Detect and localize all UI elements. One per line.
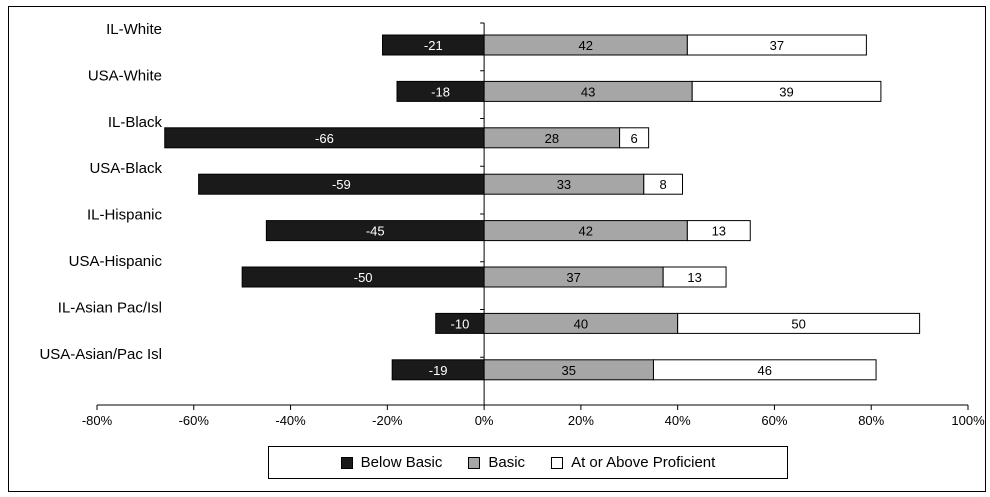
x-tick-label: 40% <box>665 413 691 428</box>
bar-proficient <box>652 359 877 381</box>
data-label-basic: 42 <box>578 224 592 239</box>
bar-proficient <box>677 312 921 334</box>
data-label-below-basic: -59 <box>332 177 351 192</box>
data-label-below-basic: -10 <box>451 316 470 331</box>
bar-proficient <box>686 220 751 242</box>
bar-proficient <box>662 266 727 288</box>
x-tick-label: 80% <box>858 413 884 428</box>
x-tick-label: 0% <box>475 413 494 428</box>
x-tick-label: -40% <box>275 413 306 428</box>
legend-item-below-basic: Below Basic <box>340 454 443 471</box>
data-label-below-basic: -19 <box>429 363 448 378</box>
bar-proficient <box>691 80 882 102</box>
x-tick-label: 100% <box>951 413 985 428</box>
legend-label-basic: Basic <box>488 454 526 471</box>
category-label: IL-Hispanic <box>87 207 163 224</box>
data-label-below-basic: -66 <box>315 131 334 146</box>
category-label: USA-Asian/Pac Isl <box>39 346 162 363</box>
legend-label-below-basic: Below Basic <box>360 454 443 471</box>
data-label-basic: 33 <box>557 177 571 192</box>
category-label: USA-Black <box>89 160 162 177</box>
category-label: USA-Hispanic <box>69 253 163 270</box>
category-label: IL-Asian Pac/Isl <box>58 299 162 316</box>
category-label: USA-White <box>88 67 162 84</box>
bar-proficient <box>643 173 684 195</box>
x-tick-label: -20% <box>372 413 403 428</box>
legend-swatch-below-basic <box>340 456 353 469</box>
data-label-basic: 42 <box>578 38 592 53</box>
data-label-basic: 43 <box>581 84 595 99</box>
x-tick-label: -80% <box>82 413 113 428</box>
x-tick-label: 60% <box>761 413 787 428</box>
legend-swatch-basic <box>468 456 481 469</box>
category-label: IL-Black <box>108 114 163 131</box>
data-label-basic: 37 <box>566 270 580 285</box>
bar-proficient <box>686 34 867 56</box>
data-label-below-basic: -45 <box>366 224 385 239</box>
data-label-proficient: 37 <box>770 38 784 53</box>
legend-label-proficient: At or Above Proficient <box>571 454 716 471</box>
data-label-proficient: 13 <box>712 224 726 239</box>
category-label: IL-White <box>106 21 162 38</box>
data-label-basic: 40 <box>574 316 588 331</box>
bar-proficient <box>619 127 650 149</box>
legend: Below Basic Basic At or Above Proficient <box>268 446 788 479</box>
data-label-proficient: 46 <box>758 363 772 378</box>
data-label-below-basic: -18 <box>431 84 450 99</box>
data-label-below-basic: -21 <box>424 38 443 53</box>
data-label-basic: 28 <box>545 131 559 146</box>
data-label-proficient: 6 <box>630 131 637 146</box>
legend-item-basic: Basic <box>468 454 525 471</box>
legend-swatch-proficient <box>551 456 564 469</box>
data-label-proficient: 8 <box>660 177 667 192</box>
data-label-proficient: 39 <box>779 84 793 99</box>
x-tick-label: 20% <box>568 413 594 428</box>
data-label-basic: 35 <box>562 363 576 378</box>
data-label-proficient: 50 <box>791 316 805 331</box>
data-label-proficient: 13 <box>687 270 701 285</box>
legend-item-proficient: At or Above Proficient <box>551 454 715 471</box>
x-tick-label: -60% <box>179 413 210 428</box>
data-label-below-basic: -50 <box>354 270 373 285</box>
